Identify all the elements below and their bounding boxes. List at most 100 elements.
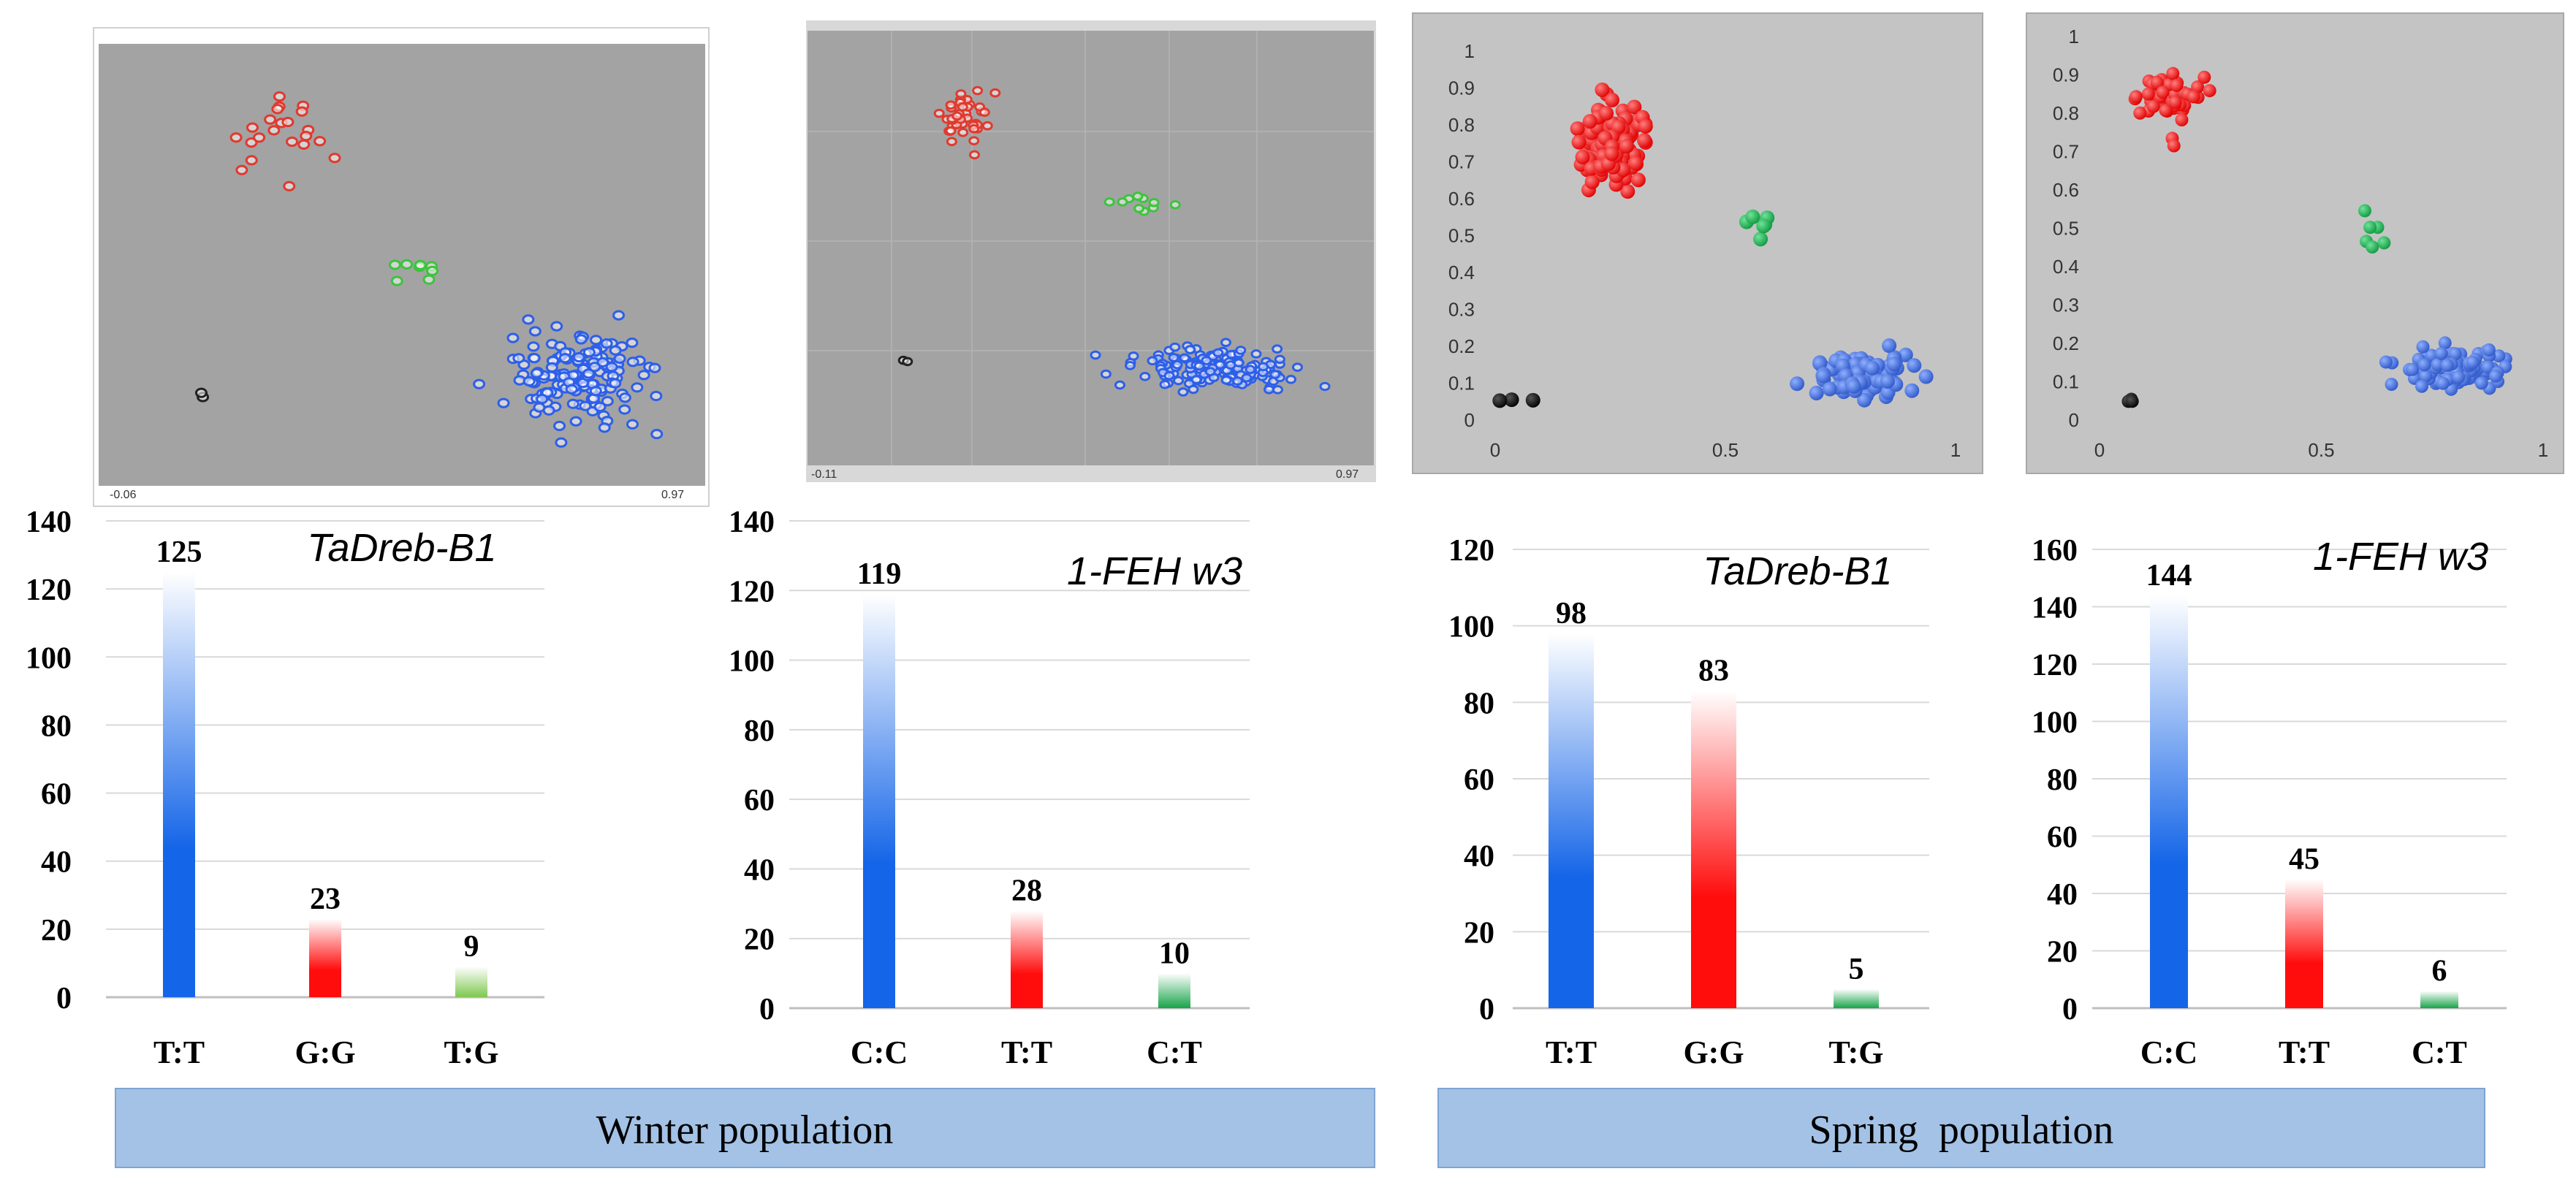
y-tick-label: 0.1	[2053, 371, 2079, 393]
point-blue	[1790, 376, 1805, 392]
point-blue	[542, 405, 555, 416]
point-green	[422, 274, 436, 285]
point-blue	[1225, 360, 1236, 370]
point-blue	[618, 404, 631, 415]
point-red	[314, 136, 327, 147]
point-red	[989, 88, 1001, 98]
point-blue	[1898, 347, 1913, 362]
point-blue	[1193, 361, 1205, 371]
point-blue	[1201, 356, 1212, 365]
point-blue	[1124, 361, 1136, 370]
bar-chart-winter-tadreb: 0 20 40 60 80 100 120 140 125 T:T 23 G:G 9 T:G TaDreb-…	[26, 506, 544, 1070]
point-red	[286, 136, 299, 148]
point-blue	[1245, 365, 1256, 375]
x-tick-label: C:T	[2412, 1034, 2467, 1070]
point-blue	[1100, 369, 1112, 379]
point-red	[1584, 175, 1600, 190]
point-blue	[1291, 362, 1303, 372]
point-red	[1619, 139, 1635, 154]
y-tick-label: 160	[2032, 534, 2078, 568]
point-green	[2366, 240, 2379, 254]
bar-value-label: 23	[310, 883, 341, 916]
y-tick-label: 0.9	[2053, 64, 2079, 86]
point-blue	[1319, 381, 1331, 392]
point-blue	[650, 429, 664, 440]
y-tick-label: 100	[1448, 611, 1494, 644]
point-blue	[1269, 370, 1281, 379]
y-tick-label: 100	[26, 641, 72, 675]
bar-t-t	[2285, 879, 2323, 1008]
point-blue	[565, 384, 578, 395]
gene-label: TaDreb-B1	[1703, 549, 1892, 593]
scatter-points	[2121, 66, 2512, 408]
point-black	[902, 357, 913, 367]
bar-value-label: 5	[1849, 953, 1864, 986]
point-blue	[1918, 369, 1934, 384]
point-blue	[590, 335, 603, 346]
y-tick-label: 100	[2032, 706, 2078, 740]
point-green	[390, 275, 403, 286]
x-tick-label: 1	[1950, 439, 1961, 461]
point-red	[2175, 113, 2189, 127]
point-blue	[1846, 378, 1861, 394]
y-tick-label: 120	[2032, 649, 2078, 682]
spring-scatter-2: 0 0.1 0.2 0.3 0.4 0.5 0.6 0.7 0.8 0.9 1 0 0.5 1	[2026, 12, 2564, 474]
point-blue	[2436, 376, 2450, 390]
point-blue	[550, 321, 563, 332]
point-blue	[527, 341, 540, 352]
bar-g-g	[1691, 690, 1736, 1008]
point-red	[955, 89, 967, 99]
point-blue	[1168, 353, 1179, 362]
point-blue	[1258, 362, 1269, 372]
footer-spring-label: Spring population	[1809, 1108, 2114, 1153]
point-blue	[572, 351, 585, 363]
point-red	[1571, 134, 1587, 150]
point-blue	[1882, 338, 1897, 354]
point-blue	[473, 378, 486, 389]
point-red	[1605, 92, 1620, 107]
point-red	[2197, 70, 2211, 84]
point-red	[945, 100, 957, 110]
y-tick-label: 0.7	[1448, 151, 1475, 173]
point-blue	[528, 326, 542, 337]
scatter-axes: 0 0.1 0.2 0.3 0.4 0.5 0.6 0.7 0.8 0.9 1 0 0.5 1	[2053, 26, 2548, 461]
point-blue	[558, 353, 571, 364]
point-blue	[1241, 373, 1253, 383]
point-red	[281, 116, 295, 128]
y-tick-label: 0.5	[2053, 218, 2079, 240]
gene-label: 1-FEH w3	[2313, 535, 2488, 579]
point-blue	[1114, 380, 1126, 390]
point-red	[300, 131, 313, 142]
y-tick-label: 80	[744, 714, 775, 748]
point-red	[1627, 99, 1642, 115]
point-blue	[1204, 367, 1216, 376]
bar-chart-winter-1feh: 0 20 40 60 80 100 120 140 119 C:C 28 T:T 10 C:T 1-FEH …	[729, 506, 1250, 1070]
point-red	[2150, 76, 2164, 90]
point-blue	[574, 334, 588, 345]
point-red	[2170, 78, 2184, 92]
point-blue	[1822, 381, 1837, 397]
point-red	[283, 180, 296, 191]
point-green	[1133, 204, 1145, 213]
point-blue	[522, 314, 535, 325]
point-blue	[1169, 342, 1181, 352]
y-tick-label: 60	[41, 778, 72, 812]
point-blue	[1147, 356, 1158, 366]
winter-scatter-2: -0.11 0.97	[806, 20, 1376, 482]
point-black	[194, 387, 208, 398]
bar-value-label: 98	[1556, 597, 1587, 630]
y-tick-label: 140	[26, 506, 72, 539]
point-blue	[1159, 380, 1171, 389]
point-blue	[512, 353, 525, 364]
point-blue	[2434, 346, 2448, 360]
bar-g-g	[309, 918, 341, 997]
x-tick-label: T:G	[1829, 1034, 1884, 1070]
point-blue	[2438, 336, 2452, 350]
point-green	[1745, 209, 1760, 224]
point-red	[1637, 133, 1652, 148]
point-green	[2363, 221, 2377, 235]
point-blue	[2417, 358, 2431, 372]
point-blue	[650, 390, 663, 402]
gene-label: TaDreb-B1	[307, 526, 496, 570]
x-tick-label: T:T	[2279, 1034, 2330, 1070]
